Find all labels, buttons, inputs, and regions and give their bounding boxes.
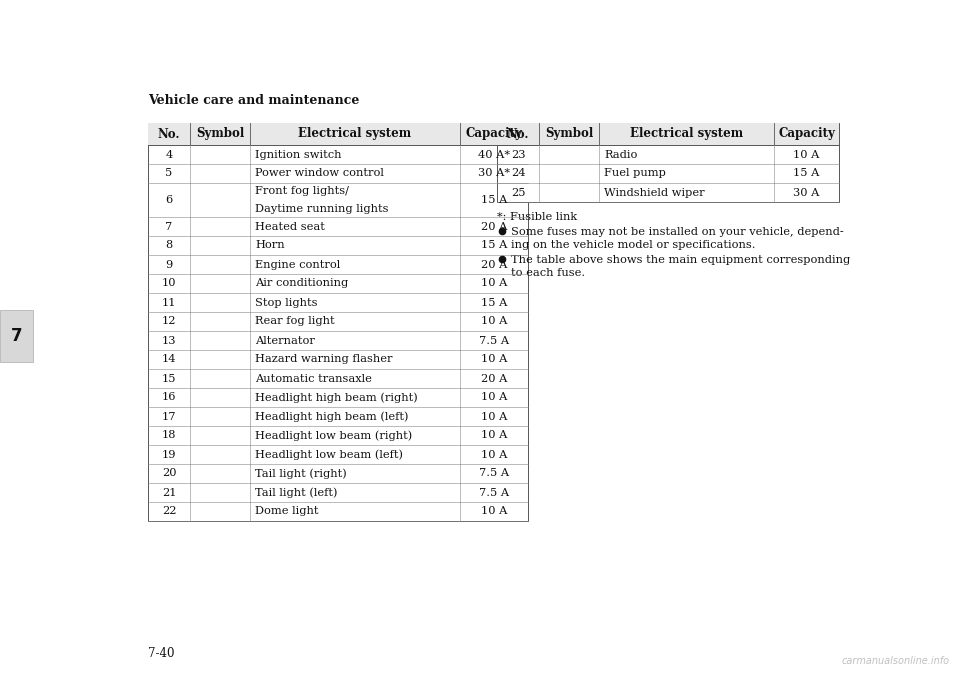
Text: 10: 10 <box>161 279 177 289</box>
Text: Headlight low beam (left): Headlight low beam (left) <box>255 450 403 460</box>
Text: Engine control: Engine control <box>255 260 340 269</box>
Text: Horn: Horn <box>255 241 284 250</box>
Text: 8: 8 <box>165 241 173 250</box>
Text: 15 A: 15 A <box>793 169 820 178</box>
Text: Daytime running lights: Daytime running lights <box>255 205 389 214</box>
Text: 7.5 A: 7.5 A <box>479 487 509 498</box>
Text: Symbol: Symbol <box>545 127 593 140</box>
Text: Electrical system: Electrical system <box>630 127 743 140</box>
Bar <box>497 123 839 202</box>
Text: 20 A: 20 A <box>481 260 507 269</box>
Text: Heated seat: Heated seat <box>255 222 324 231</box>
Bar <box>0 310 33 362</box>
Text: 30 A: 30 A <box>793 188 820 197</box>
Text: 6: 6 <box>165 195 173 205</box>
Text: No.: No. <box>157 127 180 140</box>
Text: 20 A: 20 A <box>481 374 507 384</box>
Text: Headlight high beam (right): Headlight high beam (right) <box>255 392 418 403</box>
Text: Stop lights: Stop lights <box>255 298 318 308</box>
Text: 10 A: 10 A <box>481 317 507 327</box>
Text: 7.5 A: 7.5 A <box>479 468 509 479</box>
Text: Hazard warning flasher: Hazard warning flasher <box>255 355 393 365</box>
Text: to each fuse.: to each fuse. <box>511 268 586 278</box>
Text: 30 A*: 30 A* <box>478 169 510 178</box>
Text: Dome light: Dome light <box>255 506 319 517</box>
Text: Rear fog light: Rear fog light <box>255 317 335 327</box>
Text: 15 A: 15 A <box>481 195 507 205</box>
Text: 7.5 A: 7.5 A <box>479 336 509 346</box>
Text: Automatic transaxle: Automatic transaxle <box>255 374 372 384</box>
Text: Headlight low beam (right): Headlight low beam (right) <box>255 431 412 441</box>
Text: Air conditioning: Air conditioning <box>255 279 348 289</box>
Text: 40 A*: 40 A* <box>478 150 510 159</box>
Text: 22: 22 <box>161 506 177 517</box>
Text: 7-40: 7-40 <box>148 647 175 660</box>
Text: 10 A: 10 A <box>481 506 507 517</box>
Text: 10 A: 10 A <box>793 150 820 159</box>
Text: Ignition switch: Ignition switch <box>255 150 342 159</box>
Text: 12: 12 <box>161 317 177 327</box>
Text: Some fuses may not be installed on your vehicle, depend-: Some fuses may not be installed on your … <box>511 227 844 237</box>
Text: Headlight high beam (left): Headlight high beam (left) <box>255 412 409 422</box>
Text: 5: 5 <box>165 169 173 178</box>
Text: 20 A: 20 A <box>481 222 507 231</box>
Text: Symbol: Symbol <box>196 127 244 140</box>
Text: 19: 19 <box>161 450 177 460</box>
Text: 15: 15 <box>161 374 177 384</box>
Text: Front fog lights/: Front fog lights/ <box>255 186 349 195</box>
Text: 25: 25 <box>511 188 525 197</box>
Text: 23: 23 <box>511 150 525 159</box>
Bar <box>148 123 528 145</box>
Text: Vehicle care and maintenance: Vehicle care and maintenance <box>148 94 359 107</box>
Text: 24: 24 <box>511 169 525 178</box>
Text: Radio: Radio <box>604 150 637 159</box>
Text: 7: 7 <box>11 327 22 345</box>
Text: Windshield wiper: Windshield wiper <box>604 188 705 197</box>
Text: 15 A: 15 A <box>481 298 507 308</box>
Text: Tail light (right): Tail light (right) <box>255 468 347 479</box>
Text: 4: 4 <box>165 150 173 159</box>
Text: 10 A: 10 A <box>481 450 507 460</box>
Text: 10 A: 10 A <box>481 431 507 441</box>
Text: 21: 21 <box>161 487 177 498</box>
Text: Capacity: Capacity <box>466 127 522 140</box>
Text: 13: 13 <box>161 336 177 346</box>
Text: No.: No. <box>507 127 529 140</box>
Text: Capacity: Capacity <box>778 127 835 140</box>
Text: Tail light (left): Tail light (left) <box>255 487 338 498</box>
Text: Electrical system: Electrical system <box>299 127 412 140</box>
Text: 20: 20 <box>161 468 177 479</box>
Text: 10 A: 10 A <box>481 412 507 422</box>
Text: carmanualsonline.info: carmanualsonline.info <box>842 656 950 666</box>
Text: Power window control: Power window control <box>255 169 384 178</box>
Bar <box>497 123 839 145</box>
Text: Alternator: Alternator <box>255 336 315 346</box>
Text: ing on the vehicle model or specifications.: ing on the vehicle model or specificatio… <box>511 240 756 250</box>
Text: 17: 17 <box>161 412 177 422</box>
Text: 9: 9 <box>165 260 173 269</box>
Text: 10 A: 10 A <box>481 279 507 289</box>
Text: 15 A: 15 A <box>481 241 507 250</box>
Text: 10 A: 10 A <box>481 355 507 365</box>
Text: 7: 7 <box>165 222 173 231</box>
Text: 10 A: 10 A <box>481 393 507 403</box>
Text: 16: 16 <box>161 393 177 403</box>
Text: 18: 18 <box>161 431 177 441</box>
Text: *: Fusible link: *: Fusible link <box>497 212 577 222</box>
Text: Fuel pump: Fuel pump <box>604 169 666 178</box>
Bar <box>148 123 528 521</box>
Text: The table above shows the main equipment corresponding: The table above shows the main equipment… <box>511 255 851 265</box>
Text: 11: 11 <box>161 298 177 308</box>
Text: 14: 14 <box>161 355 177 365</box>
